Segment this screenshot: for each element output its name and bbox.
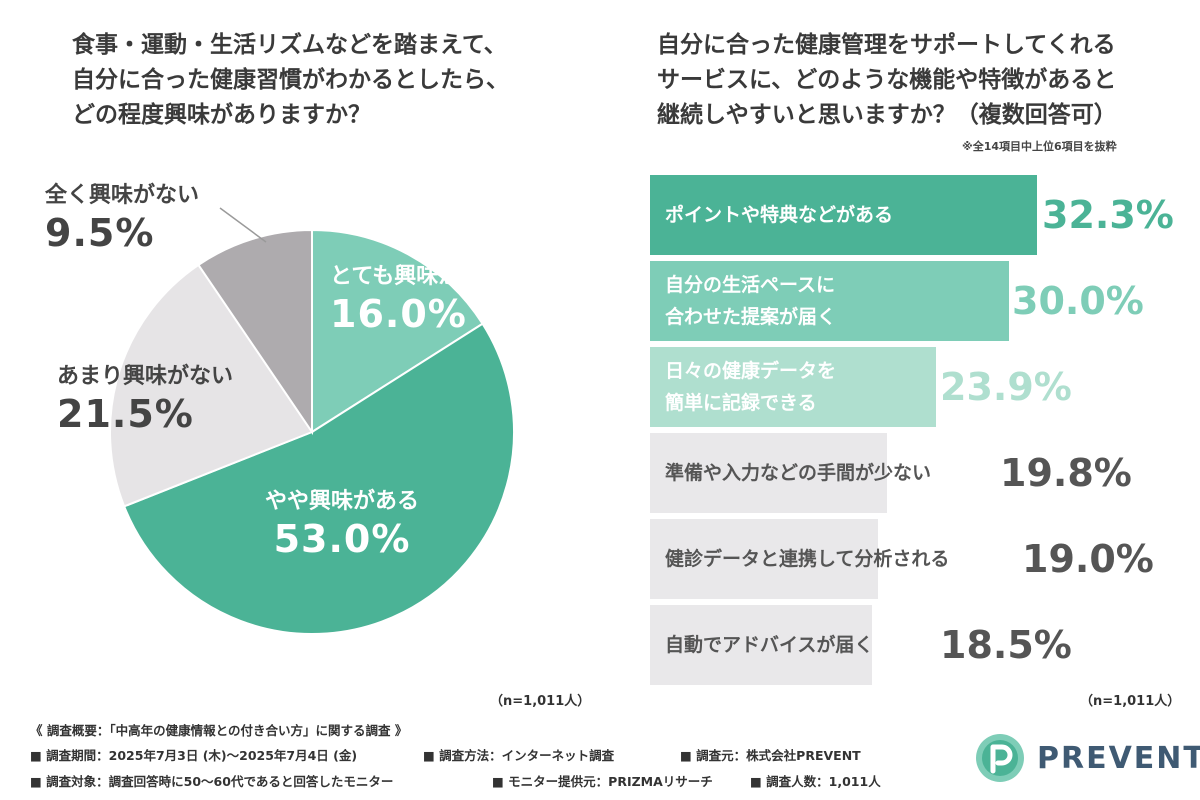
bar-label-line: 準備や入力などの手間が少ない [665, 462, 932, 484]
bar-label: 日々の健康データを 簡単に記録できる [665, 347, 836, 427]
bar-sample-size: （n=1,011人） [1080, 694, 1181, 709]
bar-label-line: 合わせた提案が届く [665, 306, 837, 328]
pie-slice-label: 全く興味がない [45, 183, 200, 208]
bar-value: 18.5% [940, 623, 1072, 667]
survey-period: ■ 調査期間：2025年7月3日 (木)〜2025年7月4日 (金) [30, 748, 358, 763]
bar-label: 自分の生活ペースに 合わせた提案が届く [665, 261, 836, 341]
bar-3: 日々の健康データを 簡単に記録できる [650, 347, 936, 427]
prevent-logo-text: PREVENT [1037, 740, 1200, 776]
pie-slice-label: あまり興味がない [57, 364, 234, 389]
bar-label: 準備や入力などの手間が少ない [665, 433, 931, 513]
bar-label-line: 自動でアドバイスが届く [665, 634, 874, 656]
pie-label-not-very-interested: あまり興味がない 21.5% [57, 358, 233, 436]
pie-chart [109, 207, 515, 635]
pie-slice-value: 53.0% [273, 517, 411, 561]
pie-label-not-interested: 全く興味がない 9.5% [45, 177, 199, 255]
bar-label-line: 簡単に記録できる [665, 392, 817, 414]
pie-slice-value: 9.5% [45, 211, 155, 255]
bar-label: ポイントや特典などがある [665, 175, 893, 255]
bar-title-line-2: サービスに、どのような機能や特徴があると [657, 67, 1117, 93]
pie-label-very-interested: とても興味がある 16.0% [330, 258, 504, 336]
bar-label-line: 自分の生活ペースに [665, 274, 836, 296]
bar-chart-note: ※全14項目中上位6項目を抜粋 [962, 140, 1117, 153]
survey-respondents: ■ 調査人数：1,011人 [750, 774, 881, 789]
bar-value: 19.8% [1000, 451, 1132, 495]
pie-chart-title: 食事・運動・生活リズムなどを踏まえて、 自分に合った健康習慣がわかるとしたら、 … [72, 28, 509, 133]
pie-slice-value: 16.0% [330, 292, 467, 336]
bar-label-line: 日々の健康データを [665, 360, 837, 382]
bar-label-line: 健診データと連携して分析される [665, 548, 950, 570]
bar-label: 健診データと連携して分析される [665, 519, 949, 599]
pie-slice-value: 21.5% [57, 392, 194, 436]
bar-1: ポイントや特典などがある [650, 175, 1037, 255]
pie-title-line-2: 自分に合った健康習慣がわかるとしたら、 [72, 67, 509, 93]
bar-value: 23.9% [940, 365, 1072, 409]
pie-slice-label: とても興味がある [330, 264, 505, 289]
survey-source: ■ 調査元：株式会社PREVENT [680, 748, 861, 763]
bar-label: 自動でアドバイスが届く [665, 605, 873, 685]
bar-value: 30.0% [1012, 279, 1144, 323]
pie-slice-label: やや興味がある [265, 489, 420, 514]
pie-slice-very-interested [311, 228, 484, 434]
pie-slice-not-interested [197, 228, 313, 436]
survey-target: ■ 調査対象：調査回答時に50〜60代であると回答したモニター [30, 774, 394, 789]
bar-title-line-1: 自分に合った健康管理をサポートしてくれる [657, 32, 1116, 58]
bar-2: 自分の生活ペースに 合わせた提案が届く [650, 261, 1009, 341]
survey-monitor-provider: ■ モニター提供元：PRIZMAリサーチ [492, 774, 713, 789]
survey-method: ■ 調査方法：インターネット調査 [423, 748, 615, 763]
prevent-logo: PREVENT [975, 733, 1200, 783]
pie-label-somewhat-interested: やや興味がある 53.0% [265, 483, 419, 561]
pie-slice-somewhat-interested [122, 322, 515, 635]
bar-chart-title: 自分に合った健康管理をサポートしてくれる サービスに、どのような機能や特徴がある… [657, 28, 1117, 133]
pie-slice-not-very-interested [109, 263, 314, 508]
bar-title-line-3: 継続しやすいと思いますか？（複数回答可） [657, 102, 1117, 128]
pie-sample-size: （n=1,011人） [490, 694, 591, 709]
leader-line-none [219, 207, 267, 243]
pie-title-line-1: 食事・運動・生活リズムなどを踏まえて、 [72, 32, 507, 58]
bar-5: 健診データと連携して分析される [650, 519, 949, 599]
bar-label-line: ポイントや特典などがある [665, 204, 894, 226]
bar-4: 準備や入力などの手間が少ない [650, 433, 931, 513]
bar-value: 32.3% [1042, 193, 1174, 237]
prevent-logo-mark-icon [976, 734, 1024, 782]
pie-title-line-3: どの程度興味がありますか？ [72, 102, 371, 128]
bar-value: 19.0% [1022, 537, 1154, 581]
survey-heading: 《 調査概要：「中高年の健康情報との付き合い方」に関する調査 》 [30, 723, 408, 738]
bar-6: 自動でアドバイスが届く [650, 605, 873, 685]
